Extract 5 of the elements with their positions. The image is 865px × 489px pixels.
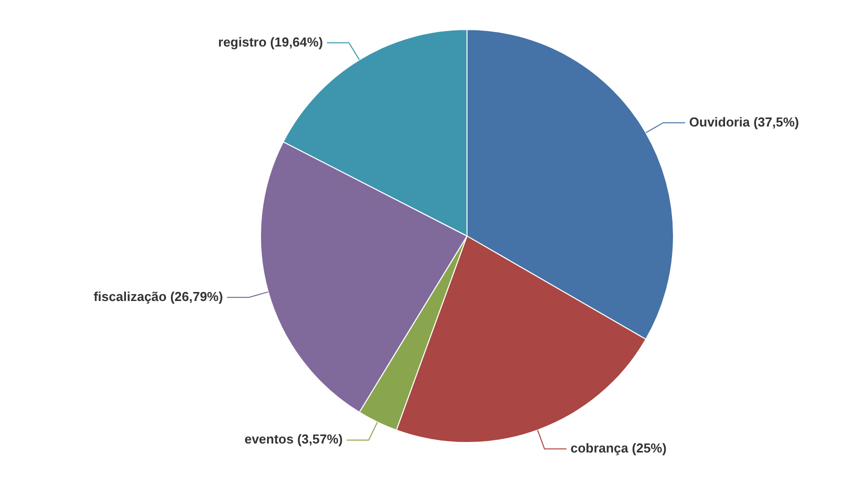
slice-label: Ouvidoria (37,5%) [689, 114, 799, 130]
slice-label: registro (19,64%) [218, 34, 323, 50]
slice-label: fiscalização (26,79%) [94, 288, 223, 304]
slice-label: eventos (3,57%) [244, 432, 343, 447]
slice-label: cobrança (25%) [570, 440, 667, 456]
